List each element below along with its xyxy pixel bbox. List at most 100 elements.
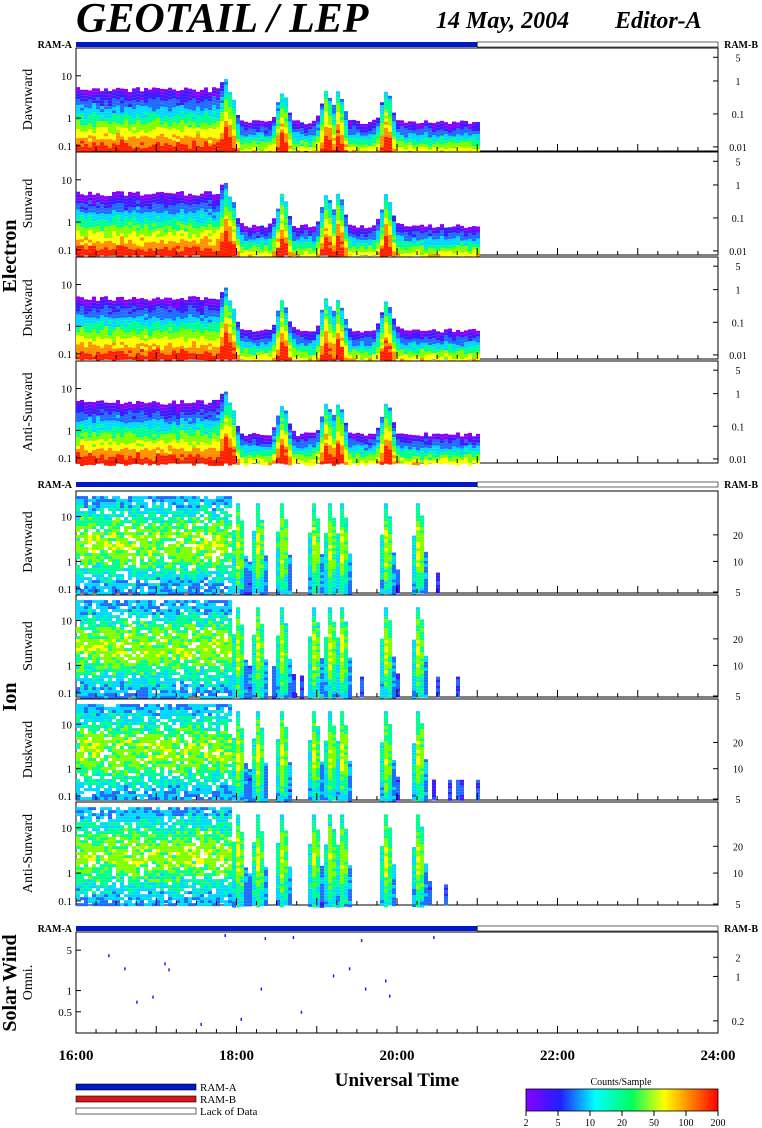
spectrogram-cell — [468, 254, 472, 258]
spectrogram-cell — [300, 236, 304, 240]
spectrogram-cell — [456, 332, 460, 336]
spectrogram-cell — [332, 224, 336, 228]
spectrogram-cell — [176, 191, 180, 195]
spectrogram-cell — [476, 124, 480, 128]
spectrogram-cell — [216, 205, 220, 209]
spectrogram-cell — [264, 329, 268, 333]
spectrogram-cell — [476, 357, 480, 361]
spectrogram-cell — [128, 209, 132, 213]
spectrogram-cell — [184, 105, 188, 109]
spectrogram-cell — [204, 194, 208, 198]
spectrogram-cell — [84, 329, 88, 333]
spectrogram-cell — [416, 126, 420, 130]
spectrogram-cell — [80, 453, 84, 457]
spectrogram-cell — [344, 342, 348, 346]
spectrogram-cell — [344, 330, 348, 334]
spectrogram-cell — [324, 117, 328, 121]
spectrogram-cell — [144, 209, 148, 213]
spectrogram-cell — [88, 434, 92, 438]
spectrogram-cell — [272, 128, 276, 132]
spectrogram-cell — [420, 351, 424, 355]
spectrogram-cell — [236, 242, 240, 246]
spectrogram-cell — [132, 198, 136, 202]
spectrogram-cell — [356, 336, 360, 340]
spectrogram-cell — [288, 254, 292, 258]
spectrogram-cell — [148, 312, 152, 316]
spectrogram-cell — [344, 126, 348, 130]
spectrogram-cell — [324, 301, 328, 305]
spectrogram-cell — [180, 206, 184, 210]
spectrogram-cell — [176, 194, 180, 198]
spectrogram-cell — [76, 200, 80, 204]
spectrogram-cell — [96, 211, 100, 215]
spectrogram-cell — [424, 129, 428, 133]
spectrogram-cell — [336, 247, 340, 251]
spectrogram-cell — [168, 333, 172, 337]
spectrogram-cell — [272, 122, 276, 126]
spectrogram-cell — [284, 112, 288, 116]
spectrogram-cell — [396, 229, 400, 233]
spectrogram-cell — [120, 254, 124, 258]
spectrogram-cell — [404, 250, 408, 254]
spectrogram-cell — [192, 222, 196, 226]
spectrogram-cell — [156, 312, 160, 316]
spectrogram-cell — [180, 126, 184, 130]
spectrogram-cell — [236, 336, 240, 340]
spectrogram-cell — [232, 102, 236, 106]
spectrogram-cell — [116, 87, 120, 91]
spectrogram-cell — [120, 130, 124, 134]
spectrogram-cell — [168, 199, 172, 203]
spectrogram-cell — [224, 344, 228, 348]
spectrogram-cell — [192, 314, 196, 318]
spectrogram-cell — [384, 224, 388, 228]
spectrogram-cell — [384, 109, 388, 113]
spectrogram-cell — [276, 238, 280, 242]
spectrogram-cell — [336, 106, 340, 110]
spectrogram-cell — [124, 204, 128, 208]
y-tick-label: 0.1 — [58, 245, 72, 257]
spectrogram-cell — [188, 253, 192, 257]
spectrogram-cell — [216, 103, 220, 107]
spectrogram-cell — [280, 315, 284, 319]
spectrogram-cell — [436, 358, 440, 362]
spectrogram-cell — [124, 234, 128, 238]
spectrogram-cell — [312, 232, 316, 236]
spectrogram-cell — [416, 225, 420, 229]
spectrogram-cell — [424, 126, 428, 130]
spectrogram-cell — [416, 356, 420, 360]
spectrogram-cell — [96, 309, 100, 313]
spectrogram-cell — [156, 127, 160, 131]
spectrogram-cell — [88, 141, 92, 145]
spectrogram-cell — [128, 212, 132, 216]
spectrogram-cell — [368, 142, 372, 146]
spectrogram-cell — [160, 302, 164, 306]
spectrogram-cell — [132, 219, 136, 223]
spectrogram-cell — [284, 145, 288, 149]
spectrogram-cell — [316, 352, 320, 356]
spectrogram-cell — [272, 345, 276, 349]
spectrogram-cell — [152, 310, 156, 314]
spectrogram-cell — [364, 141, 368, 145]
spectrogram-cell — [148, 239, 152, 243]
spectrogram-cell — [116, 108, 120, 112]
spectrogram-cell — [300, 134, 304, 138]
spectrogram-cell — [256, 147, 260, 151]
spectrogram-cell — [300, 230, 304, 234]
spectrogram-cell — [84, 426, 88, 430]
spectrogram-cell — [388, 310, 392, 314]
spectrogram-cell — [312, 144, 316, 148]
spectrogram-cell — [200, 205, 204, 209]
spectrogram-cell — [412, 252, 416, 256]
spectrogram-cell — [140, 109, 144, 113]
spectrogram-cell — [100, 204, 104, 208]
figure-title: GEOTAIL / LEP — [76, 0, 369, 42]
spectrogram-cell — [108, 341, 112, 345]
spectrogram-cell — [100, 219, 104, 223]
spectrogram-cell — [124, 243, 128, 247]
spectrogram-cell — [472, 352, 476, 356]
spectrogram-cell — [392, 242, 396, 246]
spectrogram-cell — [320, 210, 324, 214]
spectrogram-cell — [148, 89, 152, 93]
spectrogram-cell — [176, 304, 180, 308]
spectrogram-cell — [100, 109, 104, 113]
